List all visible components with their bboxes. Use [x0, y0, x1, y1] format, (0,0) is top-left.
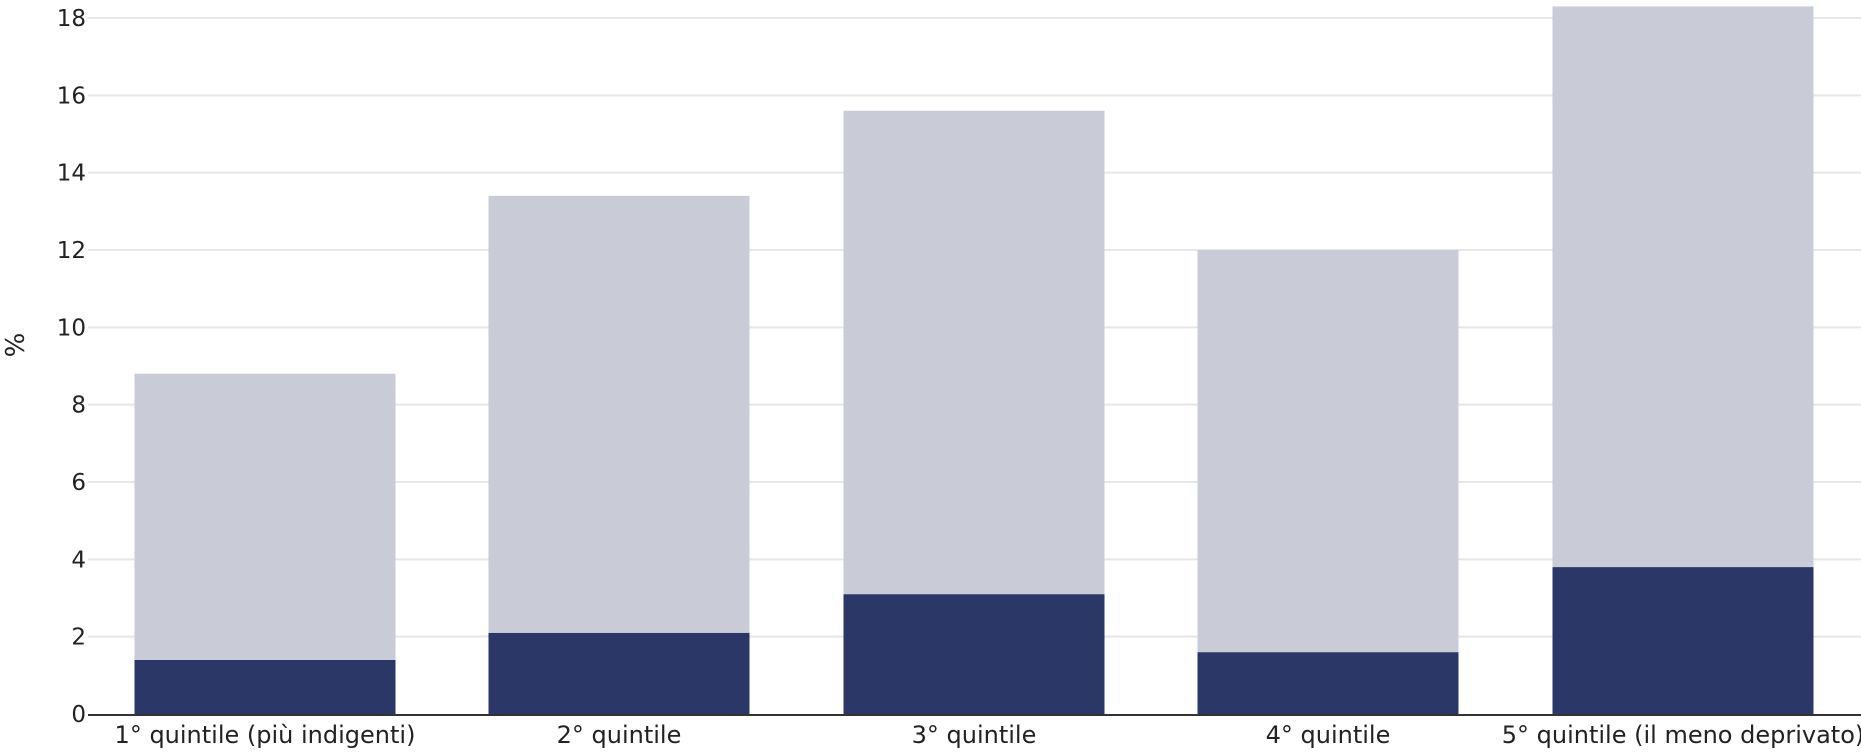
bar-segment-2	[1552, 6, 1814, 568]
x-tick-label: 3° quintile	[912, 721, 1037, 749]
bar-segment-2	[1197, 250, 1459, 653]
y-tick-label: 0	[71, 702, 86, 728]
x-tick-label: 4° quintile	[1266, 721, 1391, 749]
y-tick-label: 18	[57, 6, 86, 32]
y-tick-label: 6	[71, 470, 86, 496]
y-tick-label: 4	[71, 547, 86, 573]
bar-segment-1	[1197, 652, 1459, 714]
x-tick-label: 1° quintile (più indigenti)	[115, 721, 416, 749]
bar-segment-1	[134, 659, 396, 714]
y-tick-label: 16	[57, 83, 86, 109]
x-tick-label: 2° quintile	[557, 721, 682, 749]
bars	[134, 6, 1814, 714]
y-tick-label: 8	[71, 393, 86, 419]
y-tick-label: 14	[57, 161, 86, 187]
bar-segment-1	[843, 594, 1105, 714]
y-tick-label: 10	[57, 315, 86, 341]
bar-segment-1	[488, 632, 750, 714]
bar-segment-2	[134, 373, 396, 660]
bar-segment-1	[1552, 567, 1814, 714]
bar-segment-2	[843, 110, 1105, 595]
y-tick-labels: 0 2 4 6 8 10 12 14 16 18	[57, 6, 86, 728]
bar-segment-2	[488, 195, 750, 633]
x-tick-label: 5° quintile (il meno deprivato)	[1502, 721, 1861, 749]
y-axis-title: %	[1, 333, 31, 358]
y-tick-label: 12	[57, 238, 86, 264]
y-tick-label: 2	[71, 625, 86, 651]
x-tick-labels: 1° quintile (più indigenti) 2° quintile 3°…	[115, 721, 1861, 749]
